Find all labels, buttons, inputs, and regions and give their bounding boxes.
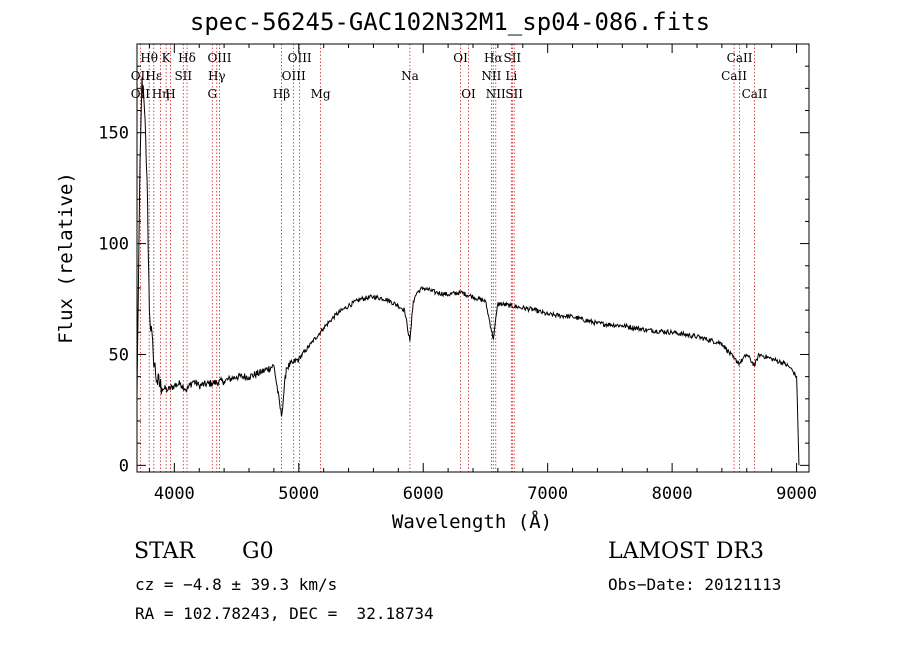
line-label-hα: Hα bbox=[484, 51, 503, 65]
x-tick-label: 6000 bbox=[403, 484, 444, 504]
x-axis-ticks: 4000 5000 6000 7000 8000 9000 bbox=[148, 44, 817, 504]
line-label-hβ: Hβ bbox=[273, 87, 290, 101]
line-label-sii: SII bbox=[505, 87, 523, 101]
x-tick-label: 9000 bbox=[776, 484, 817, 504]
line-label-hε: Hε bbox=[145, 69, 162, 83]
ra-dec: RA = 102.78243, DEC = 32.18734 bbox=[135, 604, 434, 623]
spectrum-series bbox=[136, 77, 800, 466]
line-label-oii: OII bbox=[131, 69, 151, 83]
y-tick-label: 50 bbox=[109, 345, 129, 365]
line-label-nii: NII bbox=[481, 69, 501, 83]
plot-frame bbox=[136, 43, 810, 473]
line-label-na: Na bbox=[401, 69, 419, 83]
subclass: G0 bbox=[242, 539, 274, 564]
y-tick-label: 100 bbox=[98, 235, 129, 255]
line-label-li: Li bbox=[505, 69, 517, 83]
line-label-hη: Hη bbox=[152, 87, 170, 101]
y-tick-label: 0 bbox=[119, 456, 129, 476]
observation-date: Obs−Date: 20121113 bbox=[608, 575, 782, 594]
line-label-sii: SII bbox=[503, 51, 521, 65]
y-axis-ticks: 0 50 100 150 bbox=[98, 65, 809, 476]
line-label-g: G bbox=[207, 87, 217, 101]
y-axis-label: Flux (relative) bbox=[55, 172, 77, 344]
line-label-hγ: Hγ bbox=[208, 69, 226, 83]
line-label-k: K bbox=[162, 51, 172, 65]
line-label-oi: OI bbox=[461, 87, 476, 101]
chart-title: spec-56245-GAC102N32M1_sp04-086.fits bbox=[189, 8, 711, 36]
object-class: STAR bbox=[134, 539, 195, 564]
line-label-oiii: OIII bbox=[288, 51, 312, 65]
x-tick-label: 5000 bbox=[278, 484, 319, 504]
x-tick-label: 7000 bbox=[527, 484, 568, 504]
redshift-cz: cz = −4.8 ± 39.3 km/s bbox=[135, 575, 338, 594]
x-tick-label: 8000 bbox=[652, 484, 693, 504]
emission-line-markers bbox=[139, 44, 755, 472]
line-label-oiii: OIII bbox=[282, 69, 306, 83]
line-label-oiii: OIII bbox=[207, 51, 231, 65]
x-tick-label: 4000 bbox=[154, 484, 195, 504]
line-label-sii: SII bbox=[174, 69, 192, 83]
line-label-mg: Mg bbox=[311, 87, 331, 101]
line-label-oii: OII bbox=[131, 87, 151, 101]
y-tick-label: 150 bbox=[98, 124, 129, 144]
line-label-caii: CaII bbox=[727, 51, 753, 65]
line-label-hδ: Hδ bbox=[178, 51, 196, 65]
line-label-oi: OI bbox=[453, 51, 468, 65]
line-label-nii: NII bbox=[486, 87, 506, 101]
line-label-caii: CaII bbox=[721, 69, 747, 83]
survey-name: LAMOST DR3 bbox=[608, 539, 764, 564]
emission-line-labels: OII OII Hθ Hε Hη K H SII Hδ G OIII Hγ Hβ OIII OIII Mg Na… bbox=[131, 51, 768, 101]
line-label-hθ: Hθ bbox=[140, 51, 158, 65]
line-label-h: H bbox=[165, 87, 175, 101]
line-label-caii: CaII bbox=[742, 87, 768, 101]
x-axis-label: Wavelength (Å) bbox=[392, 510, 552, 533]
